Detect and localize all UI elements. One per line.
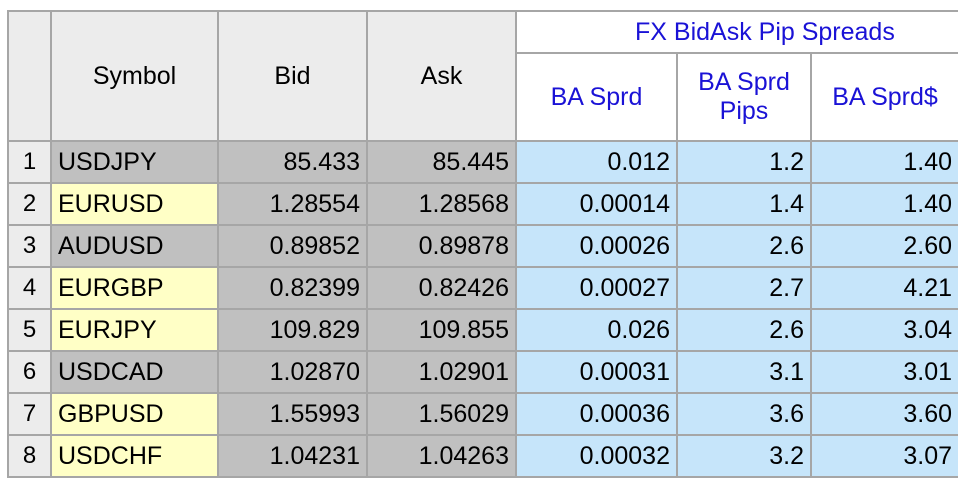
symbol-cell[interactable]: AUDUSD <box>50 224 219 268</box>
column-header-symbol[interactable]: Symbol <box>50 10 219 142</box>
ask-cell[interactable]: 1.04263 <box>366 434 517 478</box>
ask-cell[interactable]: 1.56029 <box>366 392 517 436</box>
ba-sprd-dollar-cell[interactable]: 4.21 <box>809 266 958 310</box>
ba-sprd-cell[interactable]: 0.00027 <box>515 266 678 310</box>
bid-cell[interactable]: 1.04231 <box>217 434 368 478</box>
row-number-cell[interactable]: 5 <box>7 308 52 352</box>
ba-sprd-dollar-cell[interactable]: 3.01 <box>809 350 958 394</box>
ask-cell[interactable]: 109.855 <box>366 308 517 352</box>
ba-sprd-pips-cell[interactable]: 2.6 <box>676 224 812 268</box>
symbol-cell[interactable]: GBPUSD <box>50 392 219 436</box>
grid-body: 1 USDJPY 85.433 85.445 0.012 1.2 1.40 2 EURUSD 1.… <box>7 140 958 478</box>
ba-sprd-dollar-cell[interactable]: 3.04 <box>809 308 958 352</box>
table-row: 7 GBPUSD 1.55993 1.56029 0.00036 3.6 3.60 <box>7 392 958 436</box>
table-row: 8 USDCHF 1.04231 1.04263 0.00032 3.2 3.07 <box>7 434 958 478</box>
table-row: 6 USDCAD 1.02870 1.02901 0.00031 3.1 3.01 <box>7 350 958 394</box>
table-row: 4 EURGBP 0.82399 0.82426 0.00027 2.7 4.21 <box>7 266 958 310</box>
fx-spread-grid: Symbol Bid Ask FX BidAsk Pip Spreads BA … <box>7 10 958 478</box>
ba-sprd-dollar-cell[interactable]: 1.40 <box>809 140 958 184</box>
ba-sprd-pips-cell[interactable]: 3.6 <box>676 392 812 436</box>
ba-sprd-pips-cell[interactable]: 3.1 <box>676 350 812 394</box>
row-number-cell[interactable]: 4 <box>7 266 52 310</box>
ba-sprd-dollar-cell[interactable]: 3.60 <box>809 392 958 436</box>
ba-sprd-dollar-cell[interactable]: 2.60 <box>809 224 958 268</box>
ba-sprd-pips-cell[interactable]: 2.7 <box>676 266 812 310</box>
ask-cell[interactable]: 0.82426 <box>366 266 517 310</box>
row-number-cell[interactable]: 2 <box>7 182 52 226</box>
column-header-ask[interactable]: Ask <box>366 10 517 142</box>
row-number-cell[interactable]: 1 <box>7 140 52 184</box>
table-row: 2 EURUSD 1.28554 1.28568 0.00014 1.4 1.40 <box>7 182 958 226</box>
ba-sprd-pips-cell[interactable]: 2.6 <box>676 308 812 352</box>
ba-sprd-cell[interactable]: 0.00032 <box>515 434 678 478</box>
ask-cell[interactable]: 0.89878 <box>366 224 517 268</box>
row-number-cell[interactable]: 6 <box>7 350 52 394</box>
corner-header-cell[interactable] <box>7 10 52 142</box>
ask-cell[interactable]: 85.445 <box>366 140 517 184</box>
ba-sprd-pips-cell[interactable]: 1.2 <box>676 140 812 184</box>
column-header-ba-sprd-pips[interactable]: BA Sprd Pips <box>676 52 812 142</box>
ba-sprd-pips-cell[interactable]: 3.2 <box>676 434 812 478</box>
column-header-bid[interactable]: Bid <box>217 10 368 142</box>
symbol-cell[interactable]: USDJPY <box>50 140 219 184</box>
column-header-ba-sprd-dollar-label: BA Sprd$ <box>832 82 938 111</box>
ask-cell[interactable]: 1.28568 <box>366 182 517 226</box>
ba-sprd-cell[interactable]: 0.00026 <box>515 224 678 268</box>
row-number-cell[interactable]: 7 <box>7 392 52 436</box>
ba-sprd-cell[interactable]: 0.026 <box>515 308 678 352</box>
bid-cell[interactable]: 0.89852 <box>217 224 368 268</box>
ba-sprd-dollar-cell[interactable]: 3.07 <box>809 434 958 478</box>
bid-cell[interactable]: 109.829 <box>217 308 368 352</box>
group-header-fx-spreads[interactable]: FX BidAsk Pip Spreads <box>514 10 958 54</box>
table-row: 1 USDJPY 85.433 85.445 0.012 1.2 1.40 <box>7 140 958 184</box>
symbol-cell[interactable]: EURUSD <box>50 182 219 226</box>
symbol-cell[interactable]: USDCAD <box>50 350 219 394</box>
symbol-cell[interactable]: EURJPY <box>50 308 219 352</box>
symbol-cell[interactable]: USDCHF <box>50 434 219 478</box>
ba-sprd-dollar-cell[interactable]: 1.40 <box>809 182 958 226</box>
ba-sprd-cell[interactable]: 0.00036 <box>515 392 678 436</box>
table-row: 3 AUDUSD 0.89852 0.89878 0.00026 2.6 2.60 <box>7 224 958 268</box>
bid-cell[interactable]: 1.55993 <box>217 392 368 436</box>
bid-cell[interactable]: 85.433 <box>217 140 368 184</box>
column-header-ba-sprd[interactable]: BA Sprd <box>515 52 678 142</box>
ba-sprd-pips-cell[interactable]: 1.4 <box>676 182 812 226</box>
table-row: 5 EURJPY 109.829 109.855 0.026 2.6 3.04 <box>7 308 958 352</box>
ba-sprd-cell[interactable]: 0.00014 <box>515 182 678 226</box>
column-header-ba-sprd-pips-label: BA Sprd Pips <box>698 68 790 125</box>
ba-sprd-cell[interactable]: 0.00031 <box>515 350 678 394</box>
row-number-cell[interactable]: 8 <box>7 434 52 478</box>
column-header-ba-sprd-dollar[interactable]: BA Sprd$ <box>809 52 958 142</box>
ba-sprd-cell[interactable]: 0.012 <box>515 140 678 184</box>
symbol-cell[interactable]: EURGBP <box>50 266 219 310</box>
bid-cell[interactable]: 1.02870 <box>217 350 368 394</box>
bid-cell[interactable]: 0.82399 <box>217 266 368 310</box>
row-number-cell[interactable]: 3 <box>7 224 52 268</box>
ask-cell[interactable]: 1.02901 <box>366 350 517 394</box>
bid-cell[interactable]: 1.28554 <box>217 182 368 226</box>
